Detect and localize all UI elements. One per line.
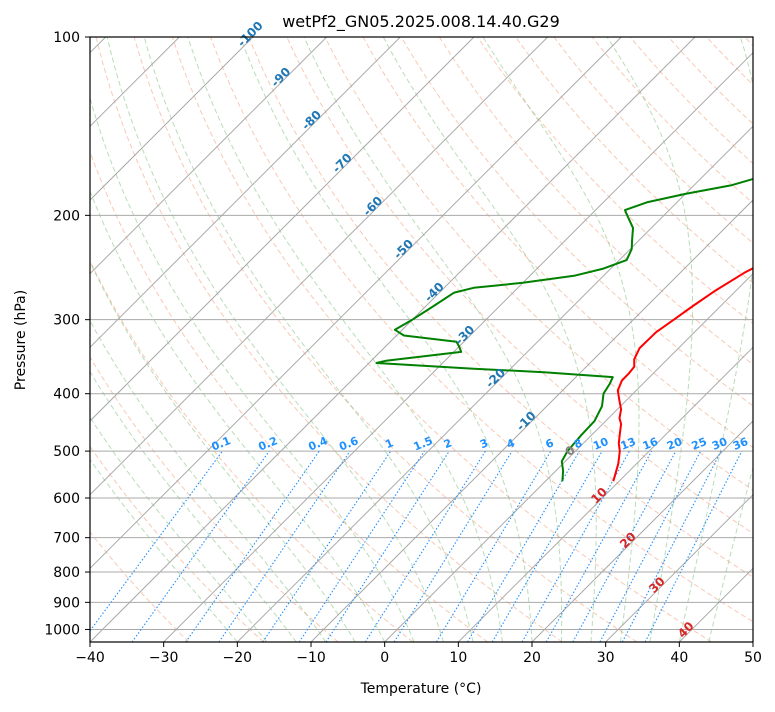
mixing-ratio-label: 10 — [591, 435, 610, 453]
mixing-ratio-label: 2 — [442, 436, 454, 451]
isotherm-line — [679, 37, 775, 642]
mixing-ratio-line — [394, 451, 512, 642]
dry-adiabat-line — [211, 37, 775, 642]
x-tick-label: −10 — [296, 650, 326, 666]
dry-adiabat-line — [0, 37, 338, 642]
dry-adiabat-label: -100 — [235, 19, 266, 50]
y-tick-label: 400 — [53, 387, 80, 403]
dry-adiabat-line — [134, 37, 637, 642]
x-tick-label: 50 — [744, 650, 762, 666]
y-tick-label: 600 — [53, 491, 80, 507]
isotherm-line — [0, 37, 400, 642]
mixing-ratio-line — [326, 451, 449, 642]
dry-adiabat-label: -30 — [452, 323, 477, 348]
x-tick-label: −20 — [223, 650, 253, 666]
mixing-ratio-line — [219, 451, 350, 642]
y-axis-label: Pressure (hPa) — [13, 290, 29, 390]
mixing-ratio-line — [263, 451, 391, 642]
y-tick-label: 300 — [53, 313, 80, 329]
mixing-ratio-line — [299, 451, 424, 642]
mixing-ratio-line — [82, 451, 223, 642]
x-tick-label: −30 — [149, 650, 179, 666]
x-tick-label: 40 — [670, 650, 688, 666]
mixing-ratio-label: 30 — [710, 435, 729, 453]
profiles — [376, 37, 775, 481]
mixing-ratio-label: 36 — [731, 435, 750, 453]
dry-adiabat-line — [439, 37, 775, 642]
isotherm-line — [458, 37, 775, 642]
mixing-ratio-label: 20 — [665, 435, 684, 453]
dry-adiabat-label: -70 — [330, 151, 355, 176]
y-tick-label: 800 — [53, 565, 80, 581]
moist-adiabat-label: 10 — [588, 485, 610, 507]
chart-title: wetPf2_GN05.2025.008.14.40.G29 — [282, 12, 560, 32]
isotherm-line — [16, 37, 621, 642]
dry-adiabat-label: -10 — [514, 409, 539, 434]
axes: −40 −30 −20 −10 0 10 20 30 40 50 1000 900 800 700 600 5… — [44, 30, 762, 666]
dry-adiabat-line — [707, 37, 775, 642]
dry-adiabat-label: -80 — [299, 108, 324, 133]
moist-adiabat-line — [383, 37, 596, 642]
mixing-ratio-label: 16 — [641, 435, 660, 453]
y-tick-label: 200 — [53, 208, 80, 224]
dewpoint-profile-line — [376, 37, 775, 481]
dry-adiabat-line — [20, 37, 413, 642]
dry-adiabat-line — [745, 37, 775, 642]
moist-adiabat-label: 20 — [617, 529, 639, 551]
mixing-ratio-label: 13 — [619, 435, 638, 453]
y-tick-label: 500 — [53, 444, 80, 460]
x-tick-label: 0 — [380, 650, 389, 666]
x-tick-label: 20 — [523, 650, 541, 666]
mixing-ratio-line — [132, 451, 269, 642]
mixing-ratio-label: 1 — [383, 436, 395, 451]
dry-adiabat-line — [516, 37, 775, 642]
mixing-ratio-label: 25 — [690, 435, 709, 453]
isotherm-line — [90, 37, 695, 642]
dry-adiabat-label: -90 — [268, 65, 293, 90]
mixing-ratio-line — [600, 451, 701, 642]
moist-adiabat-line — [483, 37, 639, 642]
x-axis-label: Temperature (°C) — [360, 681, 482, 697]
moist-adiabat-label: 40 — [675, 619, 697, 641]
isotherm-line — [0, 37, 474, 642]
y-tick-label: 900 — [53, 595, 80, 611]
x-tick-label: −40 — [75, 650, 105, 666]
mixing-ratio-label: 6 — [544, 436, 556, 451]
y-tick-label: 1000 — [44, 622, 80, 638]
y-tick-label: 700 — [53, 531, 80, 547]
moist-adiabat-line — [240, 37, 532, 642]
dry-adiabat-line — [58, 37, 488, 642]
y-tick-label: 100 — [53, 30, 80, 46]
moist-adiabat-line — [0, 37, 267, 642]
plot-frame — [90, 37, 753, 642]
isotherm-line — [0, 37, 253, 642]
isotherm-line — [0, 37, 327, 642]
x-tick-label: 10 — [449, 650, 467, 666]
dry-adiabat-line — [592, 37, 775, 642]
dry-adiabat-line — [668, 37, 775, 642]
isotherm-line — [237, 37, 775, 642]
mixing-ratio-line — [645, 451, 742, 642]
x-tick-label: 30 — [597, 650, 615, 666]
isotherm-line — [753, 37, 775, 642]
background-lines — [0, 37, 775, 642]
moist-adiabat-line — [0, 37, 237, 642]
moist-adiabat-label: 30 — [646, 574, 668, 596]
dry-adiabat-label: -50 — [391, 237, 416, 262]
dry-adiabat-line — [363, 37, 775, 642]
